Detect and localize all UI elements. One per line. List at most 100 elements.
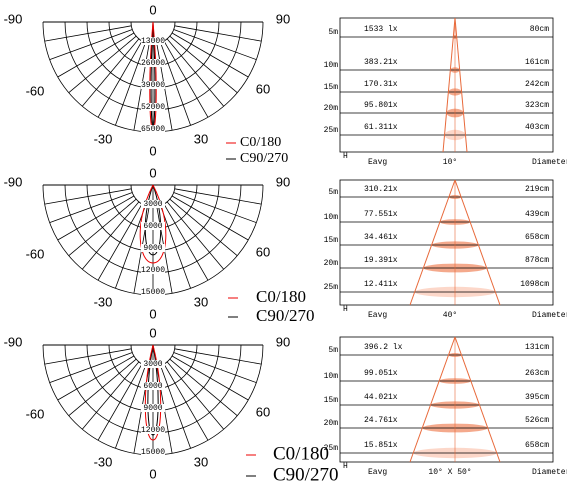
polar-spoke (160, 205, 191, 289)
polar-spoke (44, 188, 132, 205)
diameter-label: 439cm (525, 210, 549, 219)
lux-label: 12.411x (364, 280, 398, 289)
ring-label-bg (141, 426, 165, 434)
polar-spoke (173, 29, 257, 60)
footer-label: Diameter (532, 468, 567, 477)
angle-label: 60 (256, 81, 270, 96)
lux-label: 1533 lx (364, 25, 398, 34)
diameter-label: 323cm (525, 101, 549, 110)
distance-label: 10m (324, 372, 339, 381)
legend-label: C0/180 (240, 135, 281, 150)
diameter-label: 403cm (525, 123, 549, 132)
footer-label: 10° (443, 158, 457, 167)
polar-spoke (97, 40, 143, 118)
distance-label: 15m (324, 236, 339, 245)
polar-spoke (44, 25, 132, 42)
polar-spoke (49, 29, 133, 60)
ring-label-bg (141, 222, 165, 230)
legend-label: C90/270 (256, 306, 315, 325)
distance-label: 15m (324, 83, 339, 92)
ring-label: 39000 (141, 81, 165, 90)
distance-label: 15m (324, 396, 339, 405)
cone-edge (454, 336, 501, 463)
diameter-label: 1098cm (520, 280, 549, 289)
diameter-label: 219cm (525, 185, 549, 194)
angle-label: 0 (149, 143, 156, 158)
polar-spoke (171, 355, 249, 401)
footer-label: Diameter (532, 158, 567, 167)
polar-spoke (97, 363, 143, 441)
angle-label: -90 (4, 334, 23, 349)
polar-spoke (115, 42, 146, 126)
polar-spoke (163, 203, 209, 281)
lux-label: 170.31x (364, 80, 398, 89)
ring-label: 3000 (143, 200, 162, 209)
ring-label-bg (141, 59, 165, 67)
ring-label: 9000 (143, 404, 162, 413)
polar-spoke (44, 348, 132, 365)
cone-box (339, 17, 554, 153)
angle-label: -30 (94, 294, 113, 309)
lux-label: 61.311x (364, 123, 398, 132)
polar-spoke (97, 203, 143, 281)
distance-label: 10m (324, 213, 339, 222)
diameter-label: 161cm (525, 58, 549, 67)
distance-label: 25m (324, 444, 339, 453)
polar-spoke (174, 188, 262, 205)
ring-label-bg (141, 382, 165, 390)
distance-label: 25m (324, 126, 339, 135)
footer-label: Eavg (368, 158, 387, 167)
angle-label: -30 (94, 131, 113, 146)
angle-label: 0 (149, 466, 156, 481)
angle-label: -30 (94, 454, 113, 469)
angle-label: 30 (194, 131, 208, 146)
angle-label: 30 (194, 294, 208, 309)
angle-label: -60 (26, 246, 45, 261)
polar-spoke (81, 361, 140, 430)
footer-label: H (343, 462, 348, 471)
intensity-curve (139, 184, 167, 264)
angle-label: 60 (256, 244, 270, 259)
polar-spoke (173, 192, 257, 223)
distance-label: 20m (324, 104, 339, 113)
diameter-label: 526cm (525, 416, 549, 425)
ring-label: 9000 (143, 244, 162, 253)
diameter-label: 80cm (530, 25, 549, 34)
polar-spoke (169, 358, 238, 417)
angle-label: 90 (276, 174, 290, 189)
polar-spoke (169, 198, 238, 257)
diameter-label: 658cm (525, 441, 549, 450)
polar-spoke (160, 365, 191, 449)
polar-spoke (173, 352, 257, 383)
diameter-label: 263cm (525, 369, 549, 378)
ring-label-bg (141, 448, 165, 456)
lux-label: 24.761x (364, 416, 398, 425)
ring-label: 13000 (141, 37, 165, 46)
polar-spoke (171, 195, 249, 241)
angle-label: 60 (256, 404, 270, 419)
diameter-label: 242cm (525, 80, 549, 89)
angle-label: -60 (26, 83, 45, 98)
ring-label-bg (141, 404, 165, 412)
footer-label: 40° (443, 311, 457, 320)
distance-label: 25m (324, 283, 339, 292)
diameter-label: 131cm (525, 343, 549, 352)
polar-spoke (57, 32, 135, 78)
ring-label: 65000 (141, 125, 165, 134)
polar-spoke (81, 38, 140, 107)
angle-label: 30 (194, 454, 208, 469)
ring-label-bg (141, 244, 165, 252)
polar-spoke (115, 365, 146, 449)
ring-label: 6000 (143, 222, 162, 231)
ring-label-bg (141, 266, 165, 274)
lux-label: 34.461x (364, 233, 398, 242)
ring-label-bg (141, 288, 165, 296)
ring-label: 15000 (141, 448, 165, 457)
lux-label: 19.391x (364, 256, 398, 265)
polar-spoke (163, 40, 209, 118)
cone-edge (409, 336, 456, 463)
cone-edge (454, 17, 468, 153)
ring-label: 26000 (141, 59, 165, 68)
diameter-label: 658cm (525, 233, 549, 242)
footer-label: H (343, 152, 348, 161)
